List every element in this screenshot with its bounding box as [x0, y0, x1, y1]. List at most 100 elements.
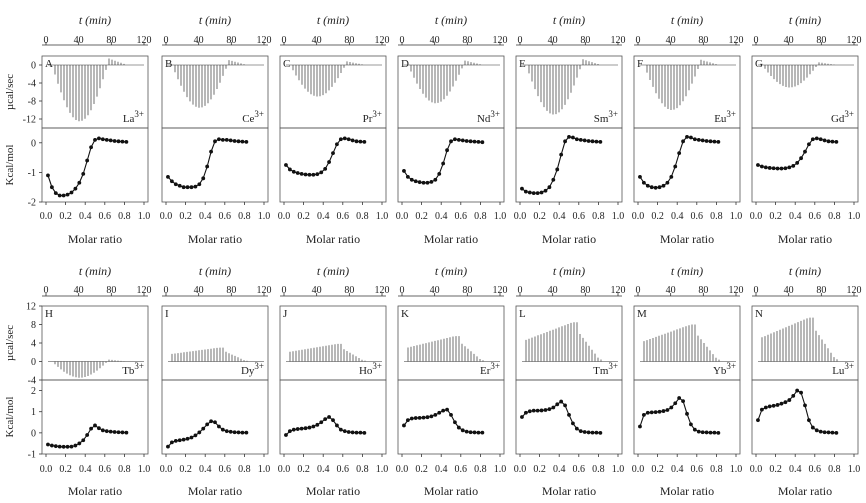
data-point	[700, 430, 705, 435]
x-axis-label: Molar ratio	[424, 484, 478, 498]
data-point	[834, 140, 839, 144]
data-point	[531, 191, 536, 196]
panel-letter: F	[637, 58, 643, 70]
data-point	[822, 138, 827, 143]
data-point	[311, 424, 316, 429]
data-point	[169, 440, 174, 445]
binding-frame	[633, 379, 741, 455]
top-tick-label: 40	[430, 285, 440, 296]
data-point	[362, 430, 367, 435]
data-point	[480, 430, 485, 435]
data-point	[641, 412, 646, 417]
data-point	[696, 137, 701, 142]
y-tick-label: 2	[31, 386, 36, 397]
data-point	[201, 426, 206, 431]
top-axis-label: t (min)	[199, 13, 231, 27]
data-point	[299, 426, 304, 431]
top-tick-label: 80	[698, 285, 708, 296]
binding-frame	[397, 127, 505, 203]
data-point	[97, 426, 101, 431]
data-point	[830, 139, 835, 144]
top-axis-label: t (min)	[789, 13, 821, 27]
top-tick-label: 120	[729, 35, 744, 46]
fit-line	[757, 389, 837, 434]
ion-label: Sm3+	[594, 109, 618, 125]
binding-frame	[161, 379, 269, 455]
x-tick-label: 0.0	[278, 464, 291, 475]
data-point	[696, 429, 701, 434]
data-point	[85, 158, 90, 163]
top-tick-label: 0	[44, 35, 49, 46]
data-point	[826, 139, 831, 144]
data-point	[240, 139, 245, 144]
x-tick-label: 1.0	[258, 211, 271, 222]
data-point	[460, 428, 465, 433]
data-point	[531, 408, 536, 413]
data-point	[441, 408, 446, 413]
panel-letter: E	[519, 58, 526, 70]
data-point	[468, 139, 473, 144]
data-point	[327, 160, 331, 164]
fit-line	[639, 136, 719, 189]
panel-c: t (min) 0 40 80 120 C Pr3+ 0.0 0.2 0.4 0.6 0.8 1.0 Mo…	[278, 13, 390, 246]
y-axis-label-top: µcal/sec	[4, 325, 16, 361]
y-tick-label: -4	[28, 376, 36, 387]
binding-frame	[279, 127, 387, 203]
x-tick-label: 1.0	[494, 464, 507, 475]
top-tick-label: 120	[611, 35, 626, 46]
ion-charge: 3+	[490, 361, 500, 371]
x-tick-label: 0.8	[118, 211, 131, 222]
data-point	[69, 444, 74, 449]
data-point	[716, 140, 721, 144]
x-tick-label: 1.0	[138, 464, 151, 475]
ion-label: Pr3+	[363, 109, 382, 125]
data-point	[89, 426, 93, 431]
top-axis-label: t (min)	[789, 264, 821, 278]
data-point	[795, 161, 800, 165]
x-tick-label: 0.2	[415, 464, 428, 475]
data-point	[578, 137, 583, 142]
panel-letter: J	[283, 308, 288, 320]
data-point	[228, 429, 233, 434]
data-point	[181, 185, 186, 190]
binding-frame	[751, 379, 859, 455]
top-axis-label: t (min)	[671, 264, 703, 278]
x-tick-label: 0.0	[632, 211, 645, 222]
x-tick-label: 0.6	[337, 464, 350, 475]
x-axis-label: Molar ratio	[660, 232, 714, 246]
data-point	[402, 169, 406, 173]
data-point	[779, 166, 784, 171]
data-point	[104, 137, 109, 142]
ion-label: Ho3+	[359, 361, 382, 377]
ion-charge: 3+	[844, 109, 854, 119]
top-axis-label: t (min)	[317, 264, 349, 278]
x-tick-label: 0.2	[769, 464, 782, 475]
x-axis-label: Molar ratio	[424, 232, 478, 246]
top-tick-label: 0	[44, 285, 49, 296]
data-point	[468, 430, 473, 435]
data-point	[362, 140, 367, 144]
fit-line	[639, 397, 719, 434]
data-point	[244, 430, 249, 435]
thermogram-trace	[174, 60, 245, 108]
data-point	[81, 438, 86, 443]
data-point	[425, 415, 430, 420]
data-point	[527, 190, 532, 195]
data-point	[354, 139, 359, 144]
data-point	[185, 185, 190, 190]
top-tick-label: 40	[194, 285, 204, 296]
data-point	[665, 408, 670, 412]
x-tick-label: 0.8	[710, 211, 723, 222]
x-tick-label: 1.0	[258, 464, 271, 475]
thermogram-trace	[54, 359, 125, 378]
data-point	[112, 430, 117, 434]
data-point	[346, 137, 351, 142]
data-point	[826, 430, 831, 435]
binding-frame	[397, 379, 505, 455]
x-tick-label: 0.4	[199, 464, 212, 475]
x-tick-label: 0.4	[671, 464, 684, 475]
data-point	[295, 171, 300, 175]
x-tick-label: 0.6	[219, 464, 232, 475]
data-point	[756, 418, 760, 423]
